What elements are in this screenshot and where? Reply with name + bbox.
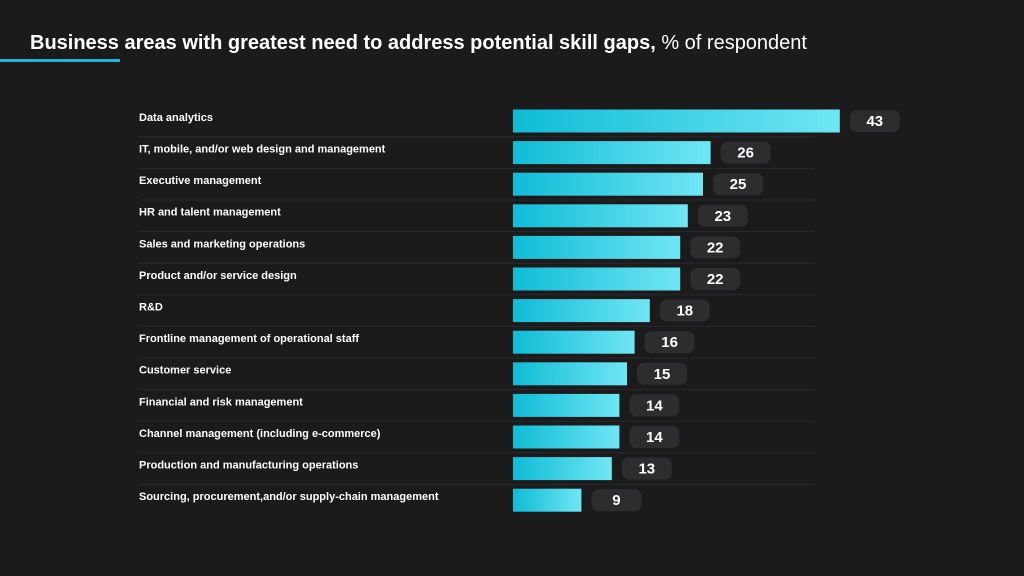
bar <box>513 235 681 259</box>
category-label: Production and manufacturing operations <box>139 460 358 472</box>
value-pill <box>849 110 900 132</box>
value-label: 26 <box>737 145 754 162</box>
category-label: Customer service <box>139 365 231 377</box>
category-label: Executive management <box>139 175 262 187</box>
value-pill <box>629 394 680 417</box>
category-label: R&D <box>139 302 163 314</box>
category-label: Product and/or service design <box>139 270 297 282</box>
value-pill <box>621 457 672 480</box>
value-pill <box>629 426 680 448</box>
category-label: IT, mobile, and/or web design and manage… <box>139 144 386 156</box>
value-pill <box>690 236 741 259</box>
value-pill <box>591 489 642 512</box>
category-label: Sourcing, procurement,and/or supply-chai… <box>139 491 439 503</box>
value-label: 13 <box>638 461 655 478</box>
value-label: 15 <box>654 366 671 383</box>
bar <box>513 362 627 386</box>
category-label: Financial and risk management <box>139 396 303 408</box>
value-label: 22 <box>707 271 724 288</box>
bar <box>513 457 612 481</box>
bar <box>513 267 681 291</box>
value-pill <box>644 331 695 354</box>
value-pill <box>637 362 687 385</box>
value-label: 43 <box>866 113 883 130</box>
title-accent-line <box>0 59 120 62</box>
bar <box>513 330 635 354</box>
bar <box>513 109 840 133</box>
value-label: 14 <box>646 429 663 446</box>
category-label: Frontline management of operational staf… <box>139 333 359 345</box>
category-label: Channel management (including e-commerce… <box>139 428 381 440</box>
bar <box>513 488 582 512</box>
bar <box>513 393 620 417</box>
bar <box>513 299 650 323</box>
value-pill <box>659 299 710 322</box>
value-label: 14 <box>646 397 663 414</box>
category-label: Data analytics <box>139 112 213 124</box>
bar <box>513 141 711 165</box>
value-label: 22 <box>707 239 724 256</box>
category-label: HR and talent management <box>139 207 281 219</box>
chart-title-unit: % of respondent <box>661 32 807 54</box>
value-pill <box>697 204 748 227</box>
bar <box>513 204 688 228</box>
value-label: 16 <box>661 334 678 351</box>
value-label: 9 <box>612 492 620 509</box>
value-pill <box>713 173 763 196</box>
value-pill <box>690 268 741 290</box>
chart-title: Business areas with greatest need to add… <box>30 31 807 55</box>
value-label: 23 <box>714 208 731 225</box>
bar <box>513 425 620 449</box>
value-pill <box>720 141 771 164</box>
value-label: 18 <box>676 303 693 320</box>
bar <box>513 172 703 196</box>
value-label: 25 <box>730 176 747 193</box>
chart-title-main: Business areas with greatest need to add… <box>30 32 656 54</box>
category-label: Sales and marketing operations <box>139 238 305 250</box>
